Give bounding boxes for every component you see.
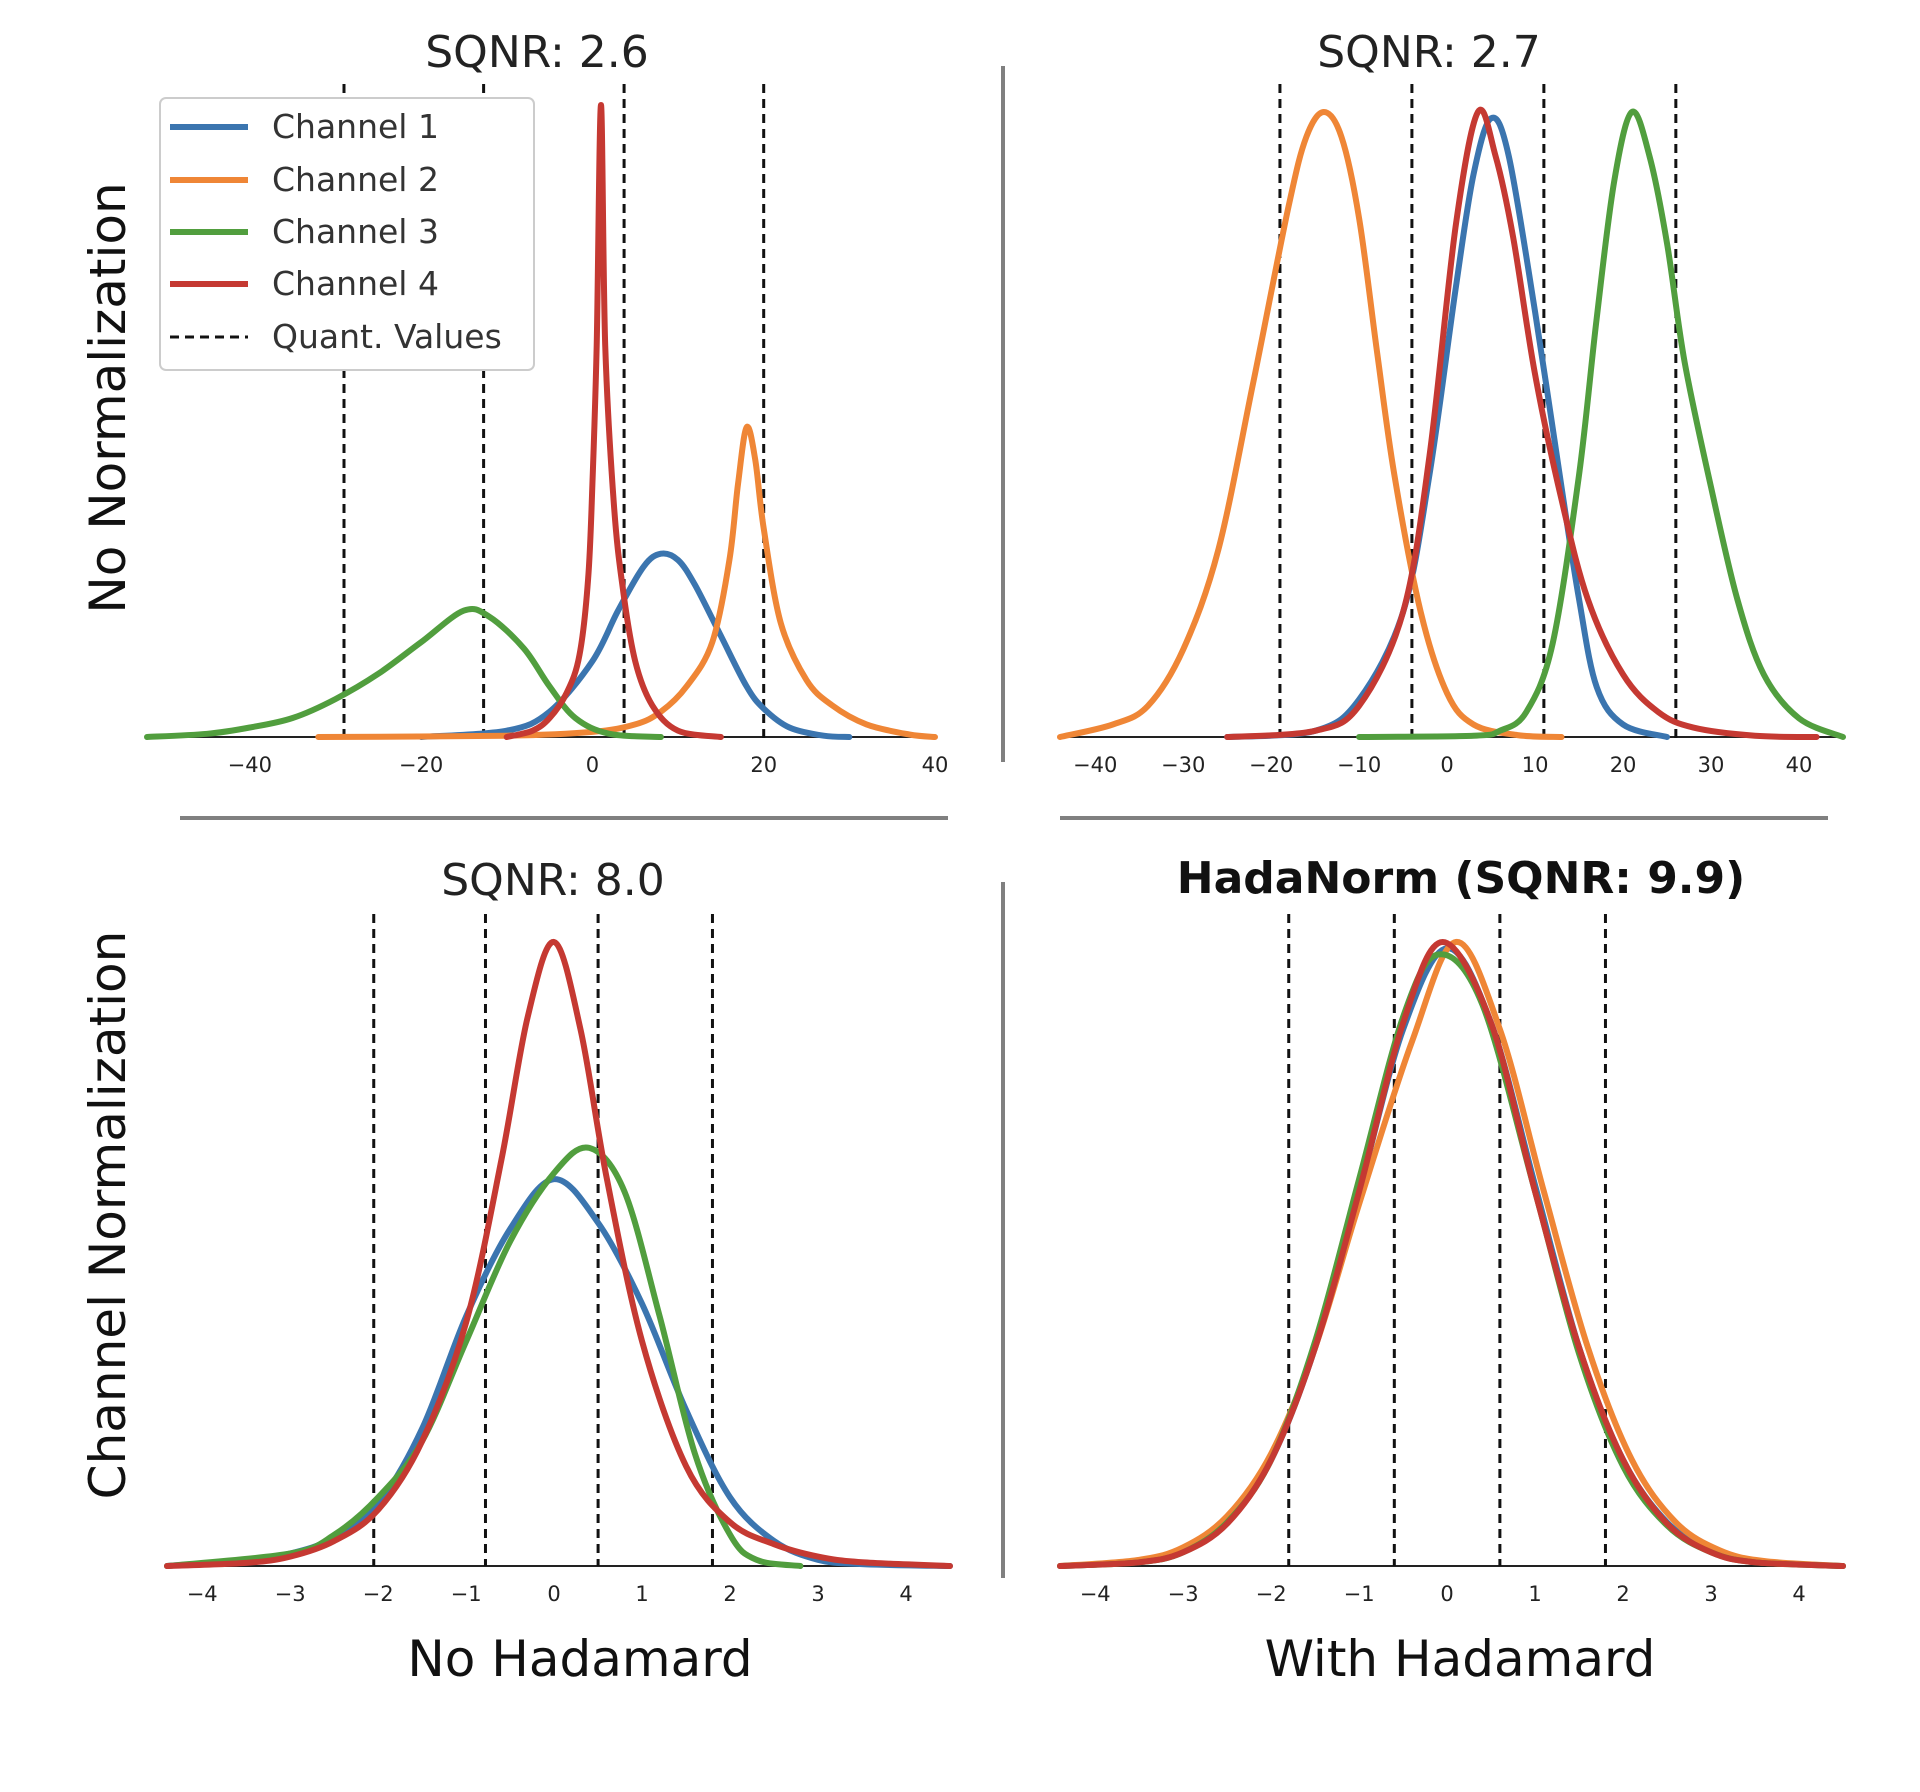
x-tick-label: −30 xyxy=(1161,753,1205,777)
x-tick-label: 2 xyxy=(1616,1582,1629,1606)
legend-label-quant-values: Quant. Values xyxy=(272,317,502,356)
x-tick-label: 3 xyxy=(811,1582,824,1606)
legend-label-channel-3: Channel 3 xyxy=(272,212,439,251)
x-tick-label: −1 xyxy=(451,1582,482,1606)
legend-entry-quant-values: Quant. Values xyxy=(170,317,502,356)
series-line-channel-3 xyxy=(164,1144,804,1569)
series-line-channel-2 xyxy=(1057,939,1846,1569)
panel-bottom-right: −4 −3 −2 −1 0 1 2 3 4 xyxy=(1057,914,1846,1606)
series-line-channel-4 xyxy=(503,102,724,740)
x-tick-label: 0 xyxy=(547,1582,560,1606)
x-tick-label: 20 xyxy=(750,753,777,777)
legend-label-channel-2: Channel 2 xyxy=(272,160,439,199)
x-tick-label: 1 xyxy=(635,1582,648,1606)
series-line-channel-3 xyxy=(1057,951,1846,1569)
legend: Channel 1 Channel 2 Channel 3 Channel 4 … xyxy=(159,97,535,371)
x-tick-label: 0 xyxy=(1440,753,1453,777)
x-tick-label: −40 xyxy=(1073,753,1117,777)
col-label-left: No Hadamard xyxy=(407,1630,752,1688)
x-tick-label: 4 xyxy=(1792,1582,1805,1606)
x-tick-label: −20 xyxy=(1249,753,1293,777)
x-tick-label: 1 xyxy=(1528,1582,1541,1606)
x-tick-label: 40 xyxy=(1786,753,1813,777)
series-line-channel-3 xyxy=(144,605,664,740)
x-tick-label: −2 xyxy=(363,1582,394,1606)
col-label-right: With Hadamard xyxy=(1265,1630,1656,1688)
panel-title-bottom-left: SQNR: 8.0 xyxy=(441,855,664,906)
x-tick-label: −20 xyxy=(399,753,443,777)
x-tick-label: 3 xyxy=(1704,1582,1717,1606)
x-tick-label: 0 xyxy=(586,753,599,777)
x-tick-label: 40 xyxy=(922,753,949,777)
x-tick-label: −1 xyxy=(1344,1582,1375,1606)
legend-entry-channel-1: Channel 1 xyxy=(170,107,439,146)
x-tick-label: 0 xyxy=(1440,1582,1453,1606)
panel-title-top-right: SQNR: 2.7 xyxy=(1317,27,1540,78)
series-line-channel-4 xyxy=(1057,939,1846,1569)
series-line-channel-2 xyxy=(1057,109,1565,740)
x-tick-label: −3 xyxy=(1168,1582,1199,1606)
x-tick-label: −2 xyxy=(1256,1582,1287,1606)
x-tick-label: 20 xyxy=(1610,753,1637,777)
series-line-channel-4 xyxy=(1224,106,1820,740)
x-tick-label: −3 xyxy=(275,1582,306,1606)
x-tick-label: −4 xyxy=(1080,1582,1111,1606)
series-line-channel-2 xyxy=(315,423,938,740)
legend-label-channel-1: Channel 1 xyxy=(272,107,439,146)
series-line-channel-1 xyxy=(164,1176,953,1569)
panel-top-right: −40 −30 −20 −10 0 10 20 30 40 xyxy=(1057,84,1846,777)
x-tick-label: −4 xyxy=(187,1582,218,1606)
legend-label-channel-4: Channel 4 xyxy=(272,264,439,303)
panel-top-left: −40 −20 0 20 40 xyxy=(144,84,949,777)
legend-entry-channel-3: Channel 3 xyxy=(170,212,439,251)
x-tick-label: 10 xyxy=(1522,753,1549,777)
x-tick-label: 30 xyxy=(1698,753,1725,777)
series-line-channel-4 xyxy=(164,939,953,1569)
row-label-bottom: Channel Normalization xyxy=(79,931,137,1500)
series-line-channel-3 xyxy=(1356,108,1846,740)
legend-entry-channel-2: Channel 2 xyxy=(170,160,439,199)
series-line-channel-1 xyxy=(418,550,853,740)
x-tick-label: −10 xyxy=(1337,753,1381,777)
x-tick-label: −40 xyxy=(228,753,272,777)
x-tick-label: 2 xyxy=(723,1582,736,1606)
x-tick-label: 4 xyxy=(899,1582,912,1606)
series-line-channel-1 xyxy=(1057,945,1846,1569)
panel-title-top-left: SQNR: 2.6 xyxy=(425,27,648,78)
panel-title-bottom-right: HadaNorm (SQNR: 9.9) xyxy=(1177,853,1746,904)
row-label-top: No Normalization xyxy=(79,182,137,613)
legend-entry-channel-4: Channel 4 xyxy=(170,264,439,303)
panel-bottom-left: −4 −3 −2 −1 0 1 2 3 4 xyxy=(164,914,953,1606)
series-line-channel-1 xyxy=(1224,114,1670,740)
legend-frame xyxy=(159,97,535,371)
